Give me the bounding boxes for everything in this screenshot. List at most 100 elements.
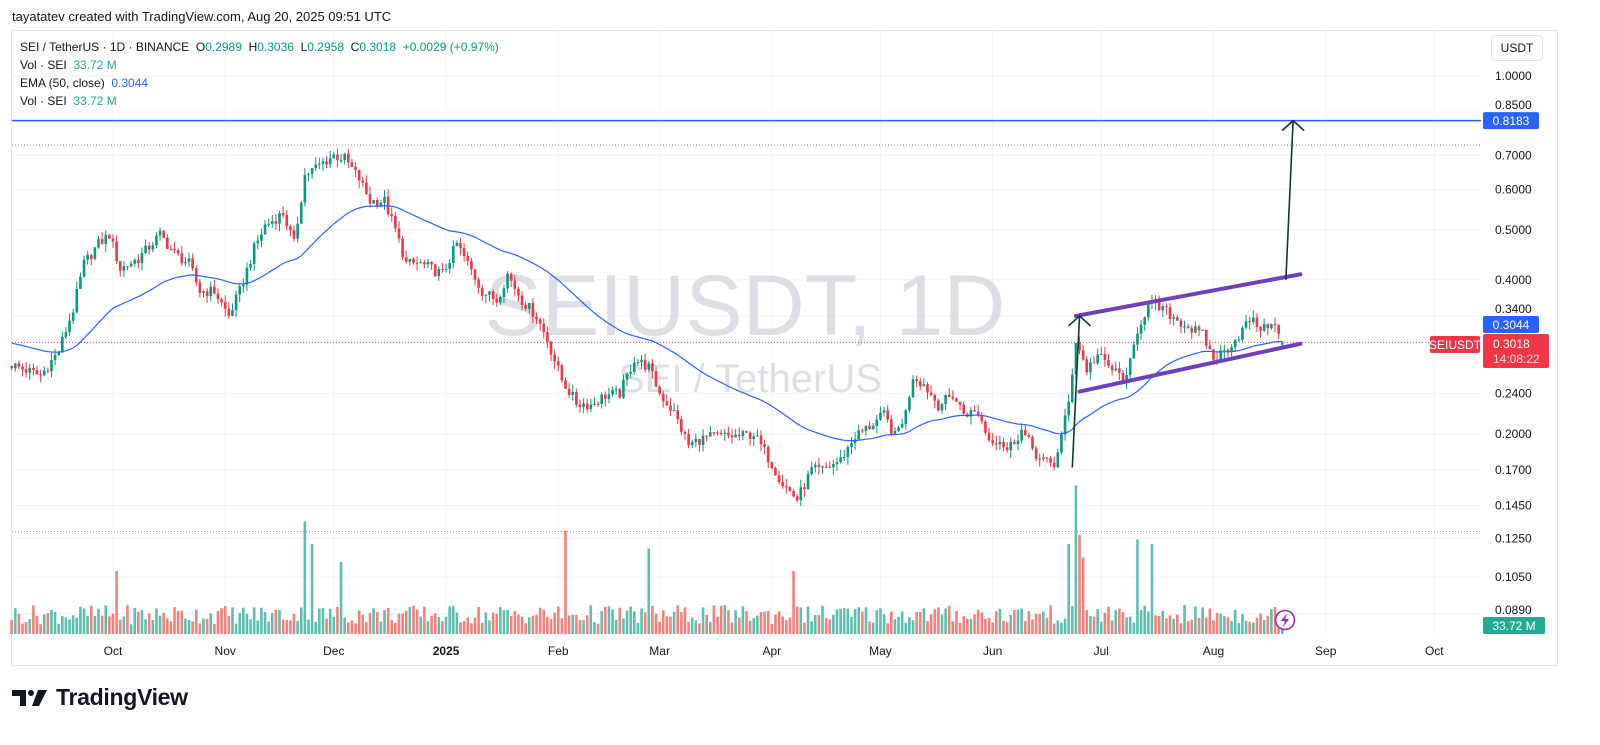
- legend-open-label: O: [195, 40, 206, 54]
- volume-bar: [661, 610, 665, 634]
- price-tick-label: 0.0890: [1495, 603, 1532, 617]
- candle-body: [1056, 452, 1060, 468]
- candle-body: [698, 439, 701, 445]
- candle-body: [495, 298, 499, 303]
- candle-body: [82, 259, 86, 277]
- candle-body: [412, 258, 415, 263]
- volume-bar: [756, 615, 759, 634]
- candle-body: [470, 260, 473, 270]
- candle-body: [274, 221, 278, 224]
- candle-body: [1165, 306, 1168, 308]
- candle-body: [926, 384, 929, 393]
- volume-bar: [564, 530, 567, 634]
- volume-bar: [53, 612, 57, 634]
- legend-close: 0.3018: [359, 40, 397, 54]
- volume-bar: [879, 608, 882, 634]
- candle-body: [1114, 368, 1118, 371]
- volume-bar: [528, 617, 531, 634]
- volume-bar: [842, 608, 846, 634]
- candle-body: [267, 223, 270, 225]
- candle-body: [1118, 368, 1121, 373]
- candle-body: [162, 230, 165, 238]
- candle-body: [1031, 436, 1034, 449]
- arrow-head: [1068, 314, 1092, 327]
- volume-bar: [296, 620, 299, 634]
- candle-body: [690, 442, 694, 446]
- candle-body: [1089, 362, 1092, 373]
- volume-bar: [484, 612, 488, 634]
- volume-bar: [354, 623, 357, 634]
- candle-body: [408, 258, 412, 262]
- candle-body: [89, 254, 93, 259]
- volume-bar: [332, 616, 336, 634]
- candle-body: [213, 286, 216, 294]
- volume-bar: [1016, 609, 1020, 634]
- candle-body: [632, 362, 636, 372]
- volume-bar: [998, 608, 1002, 634]
- candle-body: [1230, 347, 1233, 352]
- volume-bar: [665, 616, 669, 634]
- volume-bar: [1212, 620, 1215, 634]
- volume-bar: [71, 615, 75, 634]
- drawings[interactable]: [12, 119, 1481, 468]
- candle-body: [21, 366, 24, 370]
- tradingview-brand[interactable]: TradingView: [12, 684, 188, 711]
- candle-body: [741, 431, 745, 437]
- candle-body: [13, 363, 17, 369]
- volume-bar: [1027, 611, 1031, 634]
- candle-body: [423, 262, 426, 265]
- volume-bar: [1204, 617, 1208, 634]
- target-price-label: [1483, 112, 1539, 130]
- volume-bar: [100, 615, 104, 634]
- candle-body: [701, 435, 705, 445]
- candle-body: [853, 439, 857, 444]
- candle-body: [100, 239, 104, 244]
- volume-bar: [629, 606, 632, 634]
- candle-body: [879, 412, 882, 420]
- volume-bar: [1118, 608, 1121, 634]
- legend-ema-row[interactable]: EMA (50, close) 0.3044: [20, 74, 499, 92]
- candle-body: [502, 288, 506, 298]
- candle-body: [1071, 374, 1074, 402]
- candle-body: [314, 164, 318, 169]
- candle-body: [955, 398, 958, 402]
- alert-lightning-icon[interactable]: [1274, 609, 1296, 631]
- candle-body: [976, 411, 980, 416]
- volume-bar: [1071, 605, 1074, 634]
- candle-body: [336, 154, 339, 161]
- candle-body: [542, 323, 546, 333]
- volume-bar: [748, 620, 752, 634]
- legend-volume-row[interactable]: Vol · SEI 33.72 M: [20, 56, 499, 74]
- volume-bar: [1143, 605, 1146, 634]
- volume-bar: [719, 605, 723, 634]
- candle-body: [611, 389, 614, 395]
- volume-bar: [336, 606, 339, 634]
- volume-bar: [643, 612, 647, 634]
- candle-body: [379, 202, 383, 207]
- volume-bar: [1013, 609, 1016, 634]
- candle-body: [1248, 321, 1251, 323]
- volume-bar: [1255, 617, 1259, 634]
- candle-body: [296, 223, 299, 239]
- volume-bar: [307, 619, 310, 634]
- currency-selector[interactable]: USDT: [1491, 35, 1543, 61]
- volume-bar: [538, 607, 542, 634]
- legend-symbol-row[interactable]: SEI / TetherUS · 1D · BINANCE O0.2989 H0…: [20, 38, 499, 56]
- candle-body: [42, 370, 46, 376]
- legend-low: 0.2958: [307, 40, 344, 54]
- price-axis-ticks: 1.0000 0.8500 0.7000 0.6000 0.5000 0.4000 0.34…: [1495, 69, 1532, 617]
- candle-body: [940, 403, 944, 411]
- ema-line[interactable]: [11, 204, 1283, 442]
- volume-bar: [567, 615, 571, 634]
- candle-body: [1208, 345, 1212, 350]
- candle-body: [665, 401, 669, 406]
- candle-body: [17, 363, 21, 367]
- volume-bar: [1052, 623, 1056, 634]
- candle-body: [1038, 458, 1042, 460]
- legend-change: +0.0029 (+0.97%): [402, 40, 499, 54]
- chart-frame: [11, 30, 1558, 666]
- legend-symbol[interactable]: SEI / TetherUS · 1D · BINANCE: [20, 40, 190, 54]
- candle-body: [97, 239, 100, 248]
- legend-volume-row-2[interactable]: Vol · SEI 33.72 M: [20, 92, 499, 110]
